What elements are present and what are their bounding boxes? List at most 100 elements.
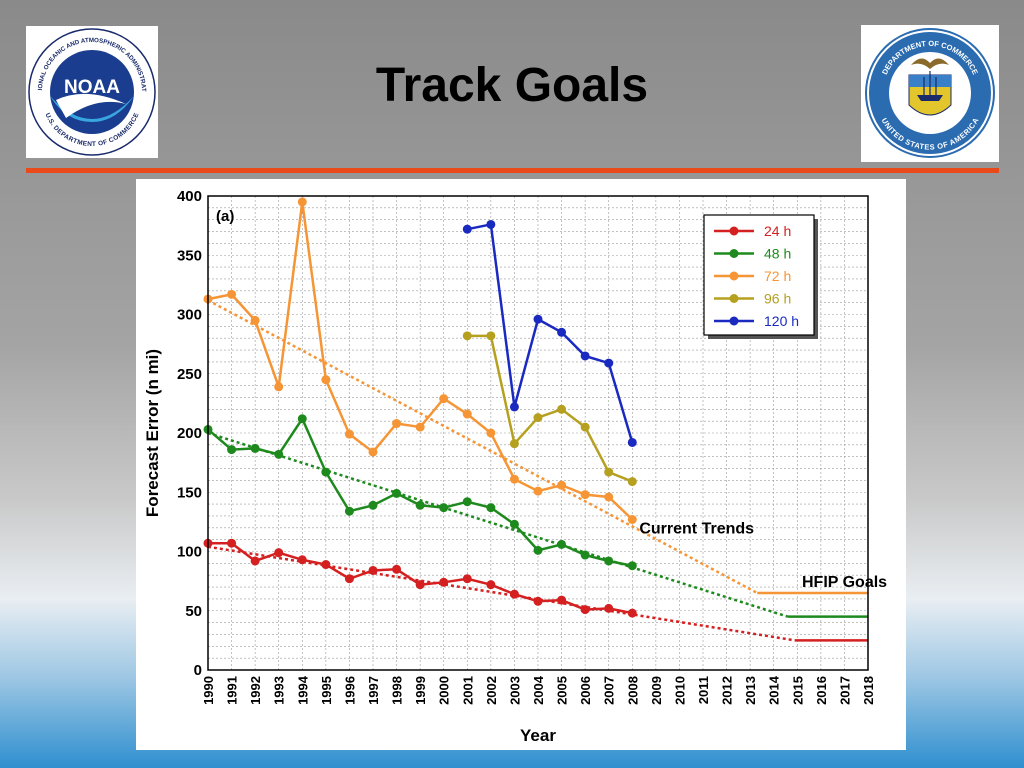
x-tick-label: 1991 [225, 676, 240, 705]
trend-line [207, 431, 789, 618]
x-tick-label: 2006 [578, 676, 593, 705]
data-point [274, 382, 284, 392]
x-tick-label: 2013 [743, 676, 758, 705]
series-line [467, 334, 633, 483]
data-point [627, 437, 637, 447]
legend-marker [729, 271, 739, 281]
series-lines [203, 197, 637, 618]
data-point [604, 467, 614, 477]
data-point [415, 500, 425, 510]
data-point [557, 404, 567, 414]
data-point [557, 480, 567, 490]
x-tick-label: 2002 [484, 676, 499, 705]
data-point [462, 409, 472, 419]
data-point [486, 503, 496, 513]
title-divider [26, 168, 999, 173]
data-point [486, 219, 496, 229]
data-point [462, 497, 472, 507]
data-point [250, 315, 260, 325]
data-point [392, 564, 402, 574]
x-tick-label: 1990 [201, 676, 216, 705]
data-point [274, 449, 284, 459]
data-point [509, 519, 519, 529]
data-point [462, 224, 472, 234]
data-point [321, 375, 331, 385]
x-tick-label: 2005 [555, 676, 570, 705]
x-tick-label: 2018 [861, 676, 876, 705]
chart-annotations: Current Trends HFIP Goals [639, 521, 887, 591]
x-tick-label: 2014 [767, 675, 782, 705]
trend-lines [207, 299, 868, 642]
track-error-chart: 0 50 100 150 200 250 300 350 400 1990 1991 1992 1993… [136, 179, 906, 750]
x-tick-label: 2003 [507, 676, 522, 705]
hfip-goals-label: HFIP Goals [802, 574, 887, 591]
y-tick-label: 50 [185, 603, 202, 620]
current-trends-label: Current Trends [639, 521, 754, 538]
data-point [627, 515, 637, 525]
x-tick-label: 2007 [602, 676, 617, 705]
x-tick-label: 1994 [295, 675, 310, 705]
legend-marker [729, 316, 739, 326]
data-point [415, 580, 425, 590]
data-point [580, 550, 590, 560]
data-point [557, 327, 567, 337]
data-point [533, 596, 543, 606]
legend-label: 72 h [764, 268, 791, 284]
data-point [227, 289, 237, 299]
data-point [321, 467, 331, 477]
department-of-commerce-seal: DEPARTMENT OF COMMERCE UNITED STATES OF … [861, 25, 999, 162]
data-point [580, 422, 590, 432]
data-point [533, 314, 543, 324]
data-point [509, 439, 519, 449]
data-point [462, 331, 472, 341]
data-point [439, 503, 449, 513]
data-point [321, 560, 331, 570]
x-tick-label: 1999 [413, 676, 428, 705]
data-point [368, 447, 378, 457]
x-tick-label: 1997 [366, 676, 381, 705]
data-point [486, 331, 496, 341]
data-point [250, 443, 260, 453]
y-tick-label: 100 [177, 544, 202, 561]
data-point [627, 561, 637, 571]
trend-line [207, 299, 758, 595]
data-point [627, 477, 637, 487]
data-point [509, 474, 519, 484]
data-point [557, 539, 567, 549]
data-point [344, 429, 354, 439]
y-tick-label: 150 [177, 484, 202, 501]
y-tick-label: 350 [177, 247, 202, 264]
data-point [250, 556, 260, 566]
doc-seal-graphic: DEPARTMENT OF COMMERCE UNITED STATES OF … [865, 28, 995, 158]
legend-marker [729, 249, 739, 258]
data-point [227, 538, 237, 548]
chart-grid [207, 195, 869, 671]
legend-marker [729, 226, 739, 236]
data-point [297, 414, 307, 424]
data-point [368, 565, 378, 575]
y-tick-label: 400 [177, 188, 202, 205]
y-tick-label: 300 [177, 307, 202, 324]
legend-label: 96 h [764, 291, 791, 307]
x-tick-label: 2004 [531, 675, 546, 705]
data-point [486, 580, 496, 590]
x-tick-label: 1996 [342, 676, 357, 705]
x-tick-label: 1993 [272, 676, 287, 705]
y-tick-label: 0 [194, 662, 202, 679]
data-point [509, 402, 519, 412]
data-point [580, 605, 590, 615]
x-tick-label: 2012 [720, 676, 735, 705]
x-tick-label: 2016 [814, 676, 829, 705]
noaa-logo: NOAA NATIONAL OCEANIC AND ATMOSPHERIC AD… [26, 26, 158, 158]
data-point [392, 419, 402, 429]
x-axis-label: Year [520, 726, 556, 745]
data-point [580, 351, 590, 361]
y-tick-label: 200 [177, 425, 202, 442]
data-point [604, 492, 614, 502]
data-point [604, 358, 614, 368]
plot-frame [207, 195, 869, 671]
chart-legend: 24 h 48 h 72 h 96 h 120 h [703, 214, 818, 339]
data-point [227, 445, 237, 455]
x-tick-label: 2017 [837, 676, 852, 705]
legend-marker [729, 294, 739, 303]
